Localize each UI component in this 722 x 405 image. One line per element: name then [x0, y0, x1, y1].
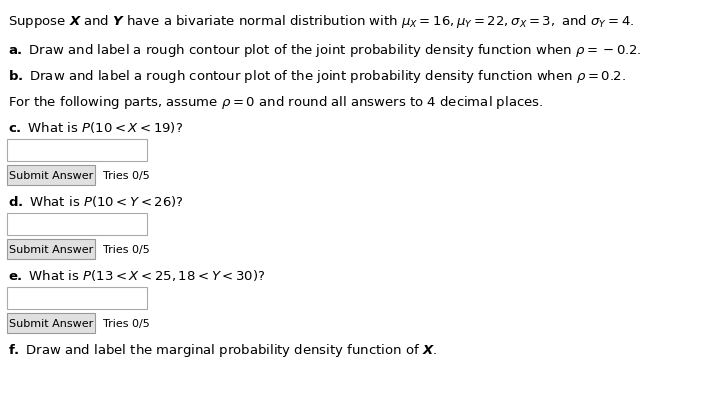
Text: Submit Answer: Submit Answer	[9, 171, 93, 181]
Text: Submit Answer: Submit Answer	[9, 244, 93, 254]
Bar	[7, 166, 95, 185]
Text: Submit Answer: Submit Answer	[9, 318, 93, 328]
Bar	[7, 140, 147, 162]
Text: Tries 0/5: Tries 0/5	[103, 244, 149, 254]
Text: For the following parts, assume $\rho = 0$ and round all answers to 4 decimal pl: For the following parts, assume $\rho = …	[8, 94, 543, 111]
Text: $\mathbf{d.}$ What is $P(10 < Y < 26)$?: $\mathbf{d.}$ What is $P(10 < Y < 26)$?	[8, 194, 184, 209]
Bar	[7, 287, 147, 309]
Bar	[7, 313, 95, 333]
Text: $\mathbf{c.}$ What is $P(10 < X < 19)$?: $\mathbf{c.}$ What is $P(10 < X < 19)$?	[8, 120, 183, 135]
Text: $\mathbf{e.}$ What is $P(13 < X < 25, 18 < Y < 30)$?: $\mathbf{e.}$ What is $P(13 < X < 25, 18…	[8, 267, 266, 282]
Text: $\mathbf{b.}$ Draw and label a rough contour plot of the joint probability densi: $\mathbf{b.}$ Draw and label a rough con…	[8, 68, 626, 85]
Bar	[7, 239, 95, 259]
Text: Tries 0/5: Tries 0/5	[103, 318, 149, 328]
Bar	[7, 213, 147, 235]
Text: Suppose $\boldsymbol{X}$ and $\boldsymbol{Y}$ have a bivariate normal distributi: Suppose $\boldsymbol{X}$ and $\boldsymbo…	[8, 13, 635, 30]
Text: Tries 0/5: Tries 0/5	[103, 171, 149, 181]
Text: $\mathbf{f.}$ Draw and label the marginal probability density function of $\bold: $\mathbf{f.}$ Draw and label the margina…	[8, 341, 437, 358]
Text: $\mathbf{a.}$ Draw and label a rough contour plot of the joint probability densi: $\mathbf{a.}$ Draw and label a rough con…	[8, 42, 642, 59]
